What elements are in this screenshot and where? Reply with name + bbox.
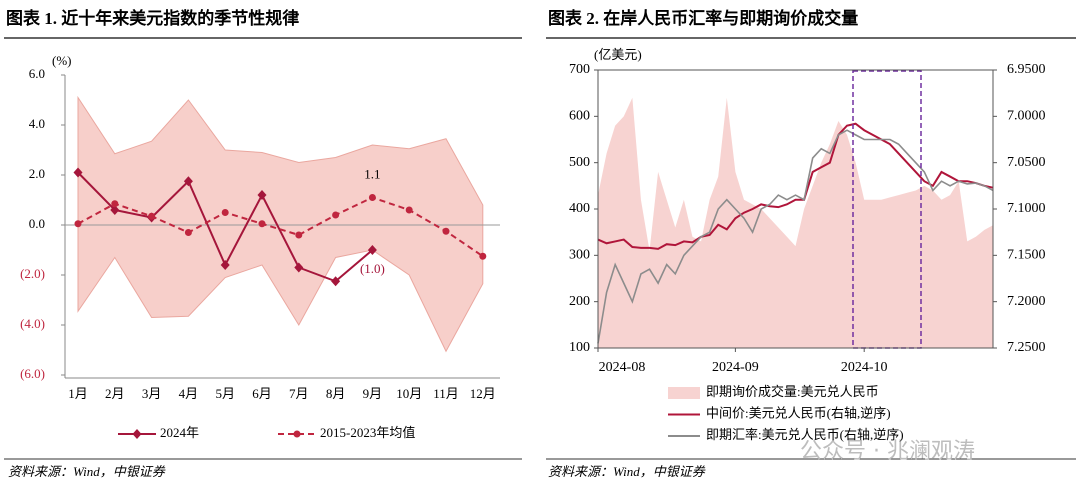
y-tick-label: 100 <box>569 340 590 355</box>
point <box>221 209 229 216</box>
x-tick-label: 6月 <box>252 386 272 401</box>
legend-label: 中间价:美元兑人民币(右轴,逆序) <box>706 405 891 420</box>
x-tick-label: 2024-10 <box>841 360 888 375</box>
legend-marker <box>132 429 142 439</box>
y2-tick-label: 7.0500 <box>1007 155 1046 170</box>
point <box>479 252 487 260</box>
y-tick-label: (2.0) <box>20 266 45 281</box>
point <box>258 220 266 228</box>
x-tick-label: 5月 <box>215 386 235 401</box>
y-tick-label: (4.0) <box>20 316 45 331</box>
x-tick-label: 11月 <box>433 386 459 401</box>
y-tick-label: 400 <box>569 201 590 216</box>
x-tick-label: 2024-08 <box>599 360 646 375</box>
x-tick-label: 7月 <box>289 386 309 401</box>
legend-swatch <box>668 387 700 399</box>
range-band <box>77 95 484 353</box>
y2-tick-label: 7.2500 <box>1007 340 1046 355</box>
x-tick-label: 3月 <box>142 386 162 401</box>
x-tick-label: 10月 <box>396 386 422 401</box>
legend-label: 即期询价成交量:美元兑人民币 <box>706 384 879 399</box>
x-tick-label: 9月 <box>363 386 383 401</box>
watermark: 公众号 · 兆澜观涛 <box>800 439 975 464</box>
series-line <box>597 129 994 344</box>
y-tick-label: (6.0) <box>20 366 45 381</box>
point <box>184 229 192 236</box>
y-tick-label: 6.0 <box>29 66 45 81</box>
point <box>220 260 230 270</box>
y-tick-label: 600 <box>569 109 590 124</box>
series-line <box>77 196 484 258</box>
y2-tick-label: 7.0000 <box>1007 109 1046 124</box>
x-tick-label: 1月 <box>68 386 88 401</box>
source-note: 资料来源：Wind，中银证券 <box>8 464 166 479</box>
point <box>368 194 376 201</box>
point <box>257 190 267 200</box>
y-tick-label: 2.0 <box>29 166 45 181</box>
y2-tick-label: 6.9500 <box>1007 62 1046 77</box>
legend-marker <box>293 430 301 438</box>
chart-title: 图表 1. 近十年来美元指数的季节性规律 <box>6 8 299 28</box>
data-label: (1.0) <box>360 261 385 276</box>
y-tick-label: 0.0 <box>29 216 45 231</box>
series-line <box>597 122 994 250</box>
point <box>74 220 82 228</box>
x-tick-label: 2月 <box>105 386 125 401</box>
legend-label: 2015-2023年均值 <box>320 425 415 440</box>
point <box>148 212 156 220</box>
y-axis-unit: (亿美元) <box>594 47 642 62</box>
point <box>405 206 413 214</box>
y2-tick-label: 7.1000 <box>1007 201 1046 216</box>
legend-label: 2024年 <box>160 425 199 440</box>
x-tick-label: 12月 <box>470 386 496 401</box>
source-note: 资料来源：Wind，中银证券 <box>548 464 706 479</box>
x-tick-label: 8月 <box>326 386 346 401</box>
point <box>295 231 303 239</box>
volume-area <box>598 97 993 348</box>
y2-tick-label: 7.1500 <box>1007 248 1046 263</box>
x-tick-label: 2024-09 <box>712 360 759 375</box>
point <box>367 245 377 255</box>
point <box>442 227 450 235</box>
chart-title: 图表 2. 在岸人民币汇率与即期询价成交量 <box>548 8 858 28</box>
data-label: 1.1 <box>364 166 380 181</box>
y-axis-unit: (%) <box>52 53 72 68</box>
point <box>110 205 120 215</box>
y2-tick-label: 7.2000 <box>1007 294 1046 309</box>
y-tick-label: 4.0 <box>29 116 45 131</box>
point <box>331 276 341 287</box>
y-tick-label: 300 <box>569 248 590 263</box>
point <box>111 200 119 208</box>
point <box>332 211 340 219</box>
legend-label: 即期汇率:美元兑人民币(右轴,逆序) <box>706 427 904 442</box>
y-tick-label: 700 <box>569 62 590 77</box>
x-tick-label: 4月 <box>179 386 199 401</box>
point <box>183 176 193 187</box>
y-tick-label: 200 <box>569 294 590 309</box>
point <box>294 262 304 273</box>
point <box>73 167 83 178</box>
y-tick-label: 500 <box>569 155 590 170</box>
